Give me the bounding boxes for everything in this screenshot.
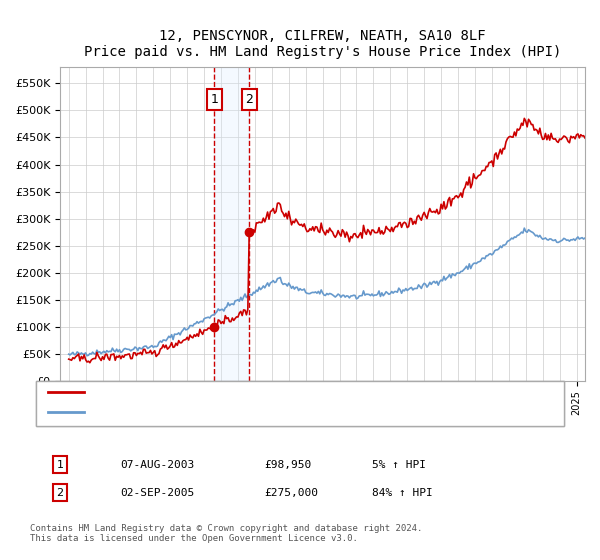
- Text: £275,000: £275,000: [264, 488, 318, 498]
- Text: 12, PENSCYNOR, CILFREW, NEATH, SA10 8LF (detached house): 12, PENSCYNOR, CILFREW, NEATH, SA10 8LF …: [90, 387, 440, 397]
- Text: HPI: Average price, detached house, Neath Port Talbot: HPI: Average price, detached house, Neat…: [90, 407, 421, 417]
- Text: 5% ↑ HPI: 5% ↑ HPI: [372, 460, 426, 470]
- Bar: [214, 67, 250, 381]
- Text: 2: 2: [245, 93, 253, 106]
- Text: £98,950: £98,950: [264, 460, 311, 470]
- Text: 1: 1: [211, 93, 218, 106]
- Text: 02-SEP-2005: 02-SEP-2005: [120, 488, 194, 498]
- Title: 12, PENSCYNOR, CILFREW, NEATH, SA10 8LF
Price paid vs. HM Land Registry's House : 12, PENSCYNOR, CILFREW, NEATH, SA10 8LF …: [84, 29, 561, 59]
- Text: 07-AUG-2003: 07-AUG-2003: [120, 460, 194, 470]
- Text: 1: 1: [56, 460, 64, 470]
- Text: 2: 2: [56, 488, 64, 498]
- Text: 84% ↑ HPI: 84% ↑ HPI: [372, 488, 433, 498]
- Text: Contains HM Land Registry data © Crown copyright and database right 2024.
This d: Contains HM Land Registry data © Crown c…: [30, 524, 422, 543]
